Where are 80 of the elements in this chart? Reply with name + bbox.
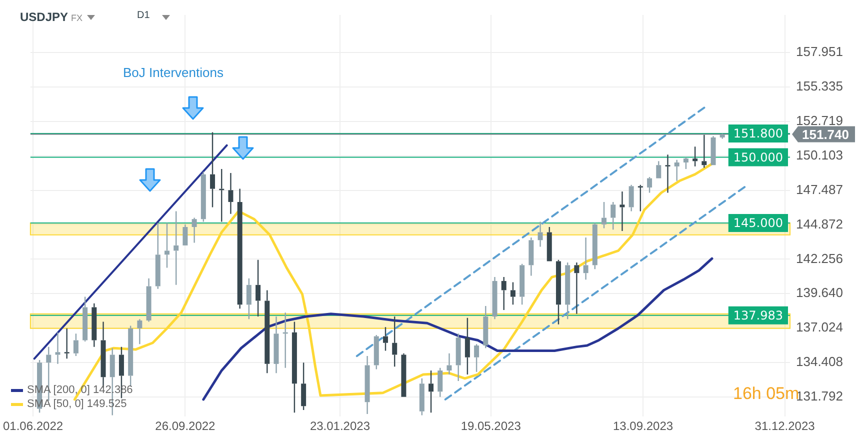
candlestick (720, 132, 725, 140)
candlestick (674, 159, 680, 182)
candlestick (401, 352, 406, 397)
candlestick (428, 370, 434, 414)
candlestick (383, 326, 388, 352)
candlestick (228, 172, 234, 214)
ref-line-label: 137.983 (733, 308, 783, 323)
candlestick (237, 188, 242, 310)
ref-line-label: 151.800 (733, 126, 783, 141)
chart-subtitle: FX (71, 13, 83, 23)
candlestick (274, 316, 279, 374)
y-tick-label: 152.719 (796, 112, 843, 128)
chart-title: USDJPY (20, 10, 68, 24)
candlestick (92, 302, 97, 348)
candlestick (474, 344, 480, 372)
y-tick-label: 142.256 (796, 250, 843, 266)
x-tick-label: 01.06.2022 (3, 419, 64, 434)
candlestick (565, 262, 570, 320)
candlestick (210, 132, 216, 208)
candlestick (492, 276, 498, 320)
candlestick (55, 332, 60, 365)
ref-line-label: 150.000 (733, 150, 783, 164)
candlestick (583, 236, 588, 280)
candlestick (602, 201, 607, 229)
x-tick-label: 26.09.2022 (155, 419, 216, 434)
candlestick (692, 146, 698, 168)
candlestick (256, 259, 261, 318)
candlestick (702, 134, 707, 168)
candlestick (510, 282, 516, 306)
y-tick-label: 131.792 (796, 388, 843, 404)
candlestick (456, 333, 461, 382)
y-tick-label: 144.872 (796, 216, 843, 232)
candlestick (301, 362, 306, 411)
x-tick-label: 23.01.2023 (310, 419, 370, 434)
y-tick-label: 157.951 (796, 44, 843, 60)
x-tick-label: 31.12.2023 (754, 419, 816, 434)
candlestick (501, 276, 506, 311)
candlestick (392, 316, 398, 368)
annotation: BoJ Interventions (123, 65, 224, 80)
y-tick-label: 134.408 (796, 354, 843, 370)
candlestick (73, 333, 78, 357)
candlestick (446, 352, 452, 376)
candlestick (620, 190, 625, 232)
candlestick (64, 328, 70, 360)
y-tick-label: 150.103 (796, 147, 843, 162)
candlestick (246, 278, 252, 320)
candlestick (182, 224, 188, 246)
candlestick (164, 222, 170, 268)
candlestick (638, 184, 643, 212)
candlestick (710, 136, 716, 166)
candlestick (419, 378, 424, 416)
candlestick (137, 318, 142, 345)
candlestick (155, 222, 160, 290)
candlestick (128, 325, 134, 387)
candlestick (82, 296, 88, 342)
candlestick (628, 184, 634, 212)
x-tick-label: 19.05.2023 (460, 419, 522, 434)
candlestick (464, 317, 470, 376)
y-tick-label: 147.487 (796, 182, 843, 197)
y-tick-label: 155.335 (796, 78, 843, 94)
candlestick (610, 201, 616, 230)
x-tick-label: 13.09.2023 (612, 419, 674, 434)
annotation: D1 (137, 10, 150, 21)
ref-line-label: 145.000 (733, 216, 783, 230)
y-tick-label: 137.024 (796, 320, 843, 335)
candlestick (264, 290, 270, 374)
candlestick (364, 355, 370, 415)
ref-line-label: 151.740 (802, 126, 849, 142)
candlestick (574, 262, 580, 314)
candlestick (538, 221, 543, 248)
candlestick (483, 305, 488, 349)
candlestick (146, 278, 152, 322)
candlestick (292, 321, 297, 414)
candlestick (192, 217, 197, 244)
candlestick (528, 236, 534, 276)
candlestick (556, 259, 561, 326)
candlestick (174, 210, 179, 286)
candlestick (520, 263, 525, 306)
candlestick (665, 154, 670, 194)
y-tick-label: 139.640 (796, 285, 843, 300)
